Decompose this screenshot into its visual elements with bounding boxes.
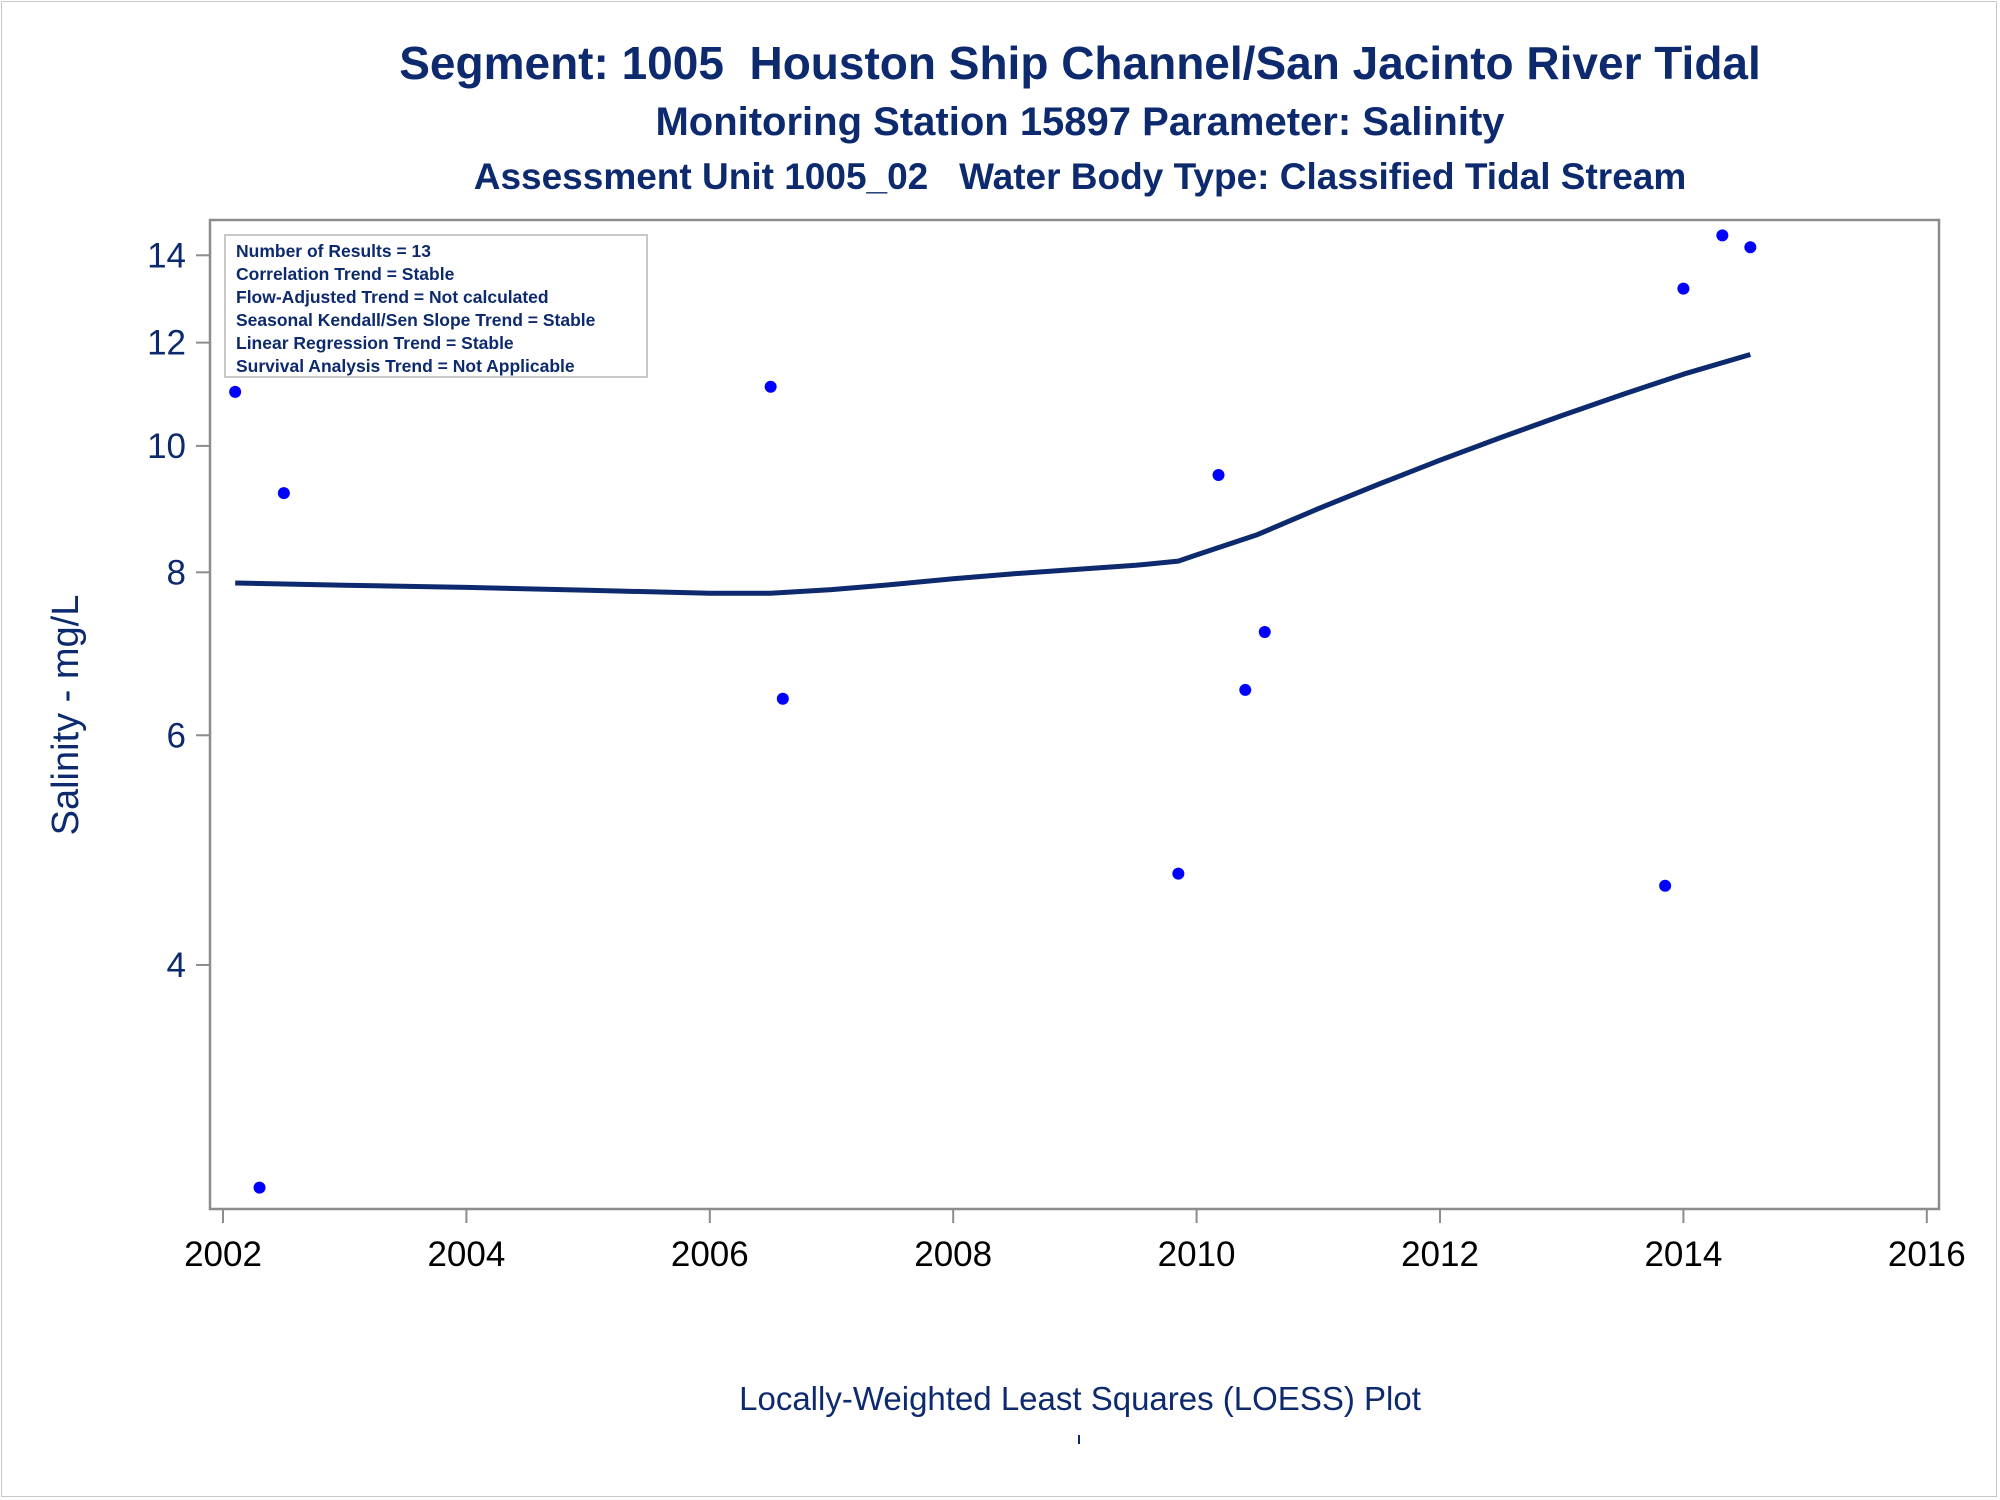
x-tick-label: 2006 — [671, 1235, 749, 1274]
info-box-line: Number of Results = 13 — [236, 241, 431, 261]
data-point — [1172, 867, 1185, 880]
data-point — [764, 380, 777, 393]
y-tick-label: 8 — [167, 553, 186, 592]
y-tick-label: 6 — [167, 716, 186, 755]
y-tick-label: 10 — [147, 427, 186, 466]
x-tick-label: 2012 — [1401, 1235, 1479, 1274]
x-tick-label: 2004 — [427, 1235, 505, 1274]
x-tick-label: 2014 — [1644, 1235, 1722, 1274]
info-box — [224, 234, 648, 378]
y-axis-label: Salinity - mg/L — [45, 595, 87, 836]
data-point — [1659, 879, 1672, 892]
chart-title-station: Monitoring Station 15897 Parameter: Sali… — [655, 100, 1505, 144]
data-point — [776, 692, 789, 705]
data-point — [1677, 282, 1690, 295]
y-tick-label: 4 — [167, 946, 186, 985]
data-point — [229, 385, 242, 398]
x-tick-label: 2008 — [914, 1235, 992, 1274]
info-box-line: Correlation Trend = Stable — [236, 264, 455, 284]
x-tick-label: 2010 — [1158, 1235, 1236, 1274]
info-box-line: Linear Regression Trend = Stable — [236, 333, 514, 353]
data-point — [1258, 625, 1271, 638]
y-tick-label: 14 — [147, 236, 186, 275]
info-box-line: Seasonal Kendall/Sen Slope Trend = Stabl… — [236, 310, 596, 330]
plot-area-frame — [208, 218, 1941, 1211]
data-point — [1212, 468, 1225, 481]
data-point — [1239, 683, 1252, 696]
x-tick-label: 2002 — [184, 1235, 262, 1274]
loess-trend-line — [235, 352, 1752, 596]
data-point — [1744, 241, 1757, 254]
x-tick-label: 2016 — [1888, 1235, 1966, 1274]
info-box-line: Survival Analysis Trend = Not Applicable — [236, 356, 575, 376]
data-point — [253, 1181, 266, 1194]
chart-title-segment: Segment: 1005 Houston Ship Channel/San J… — [399, 37, 1761, 89]
info-box-line: Flow-Adjusted Trend = Not calculated — [236, 287, 549, 307]
footnote-mark — [1078, 1435, 1080, 1444]
y-tick-label: 12 — [147, 324, 186, 363]
footnote-loess: Locally-Weighted Least Squares (LOESS) P… — [739, 1380, 1421, 1417]
data-point — [1716, 229, 1729, 242]
chart-title-assessment: Assessment Unit 1005_02 Water Body Type:… — [473, 156, 1687, 197]
data-point — [277, 487, 290, 500]
